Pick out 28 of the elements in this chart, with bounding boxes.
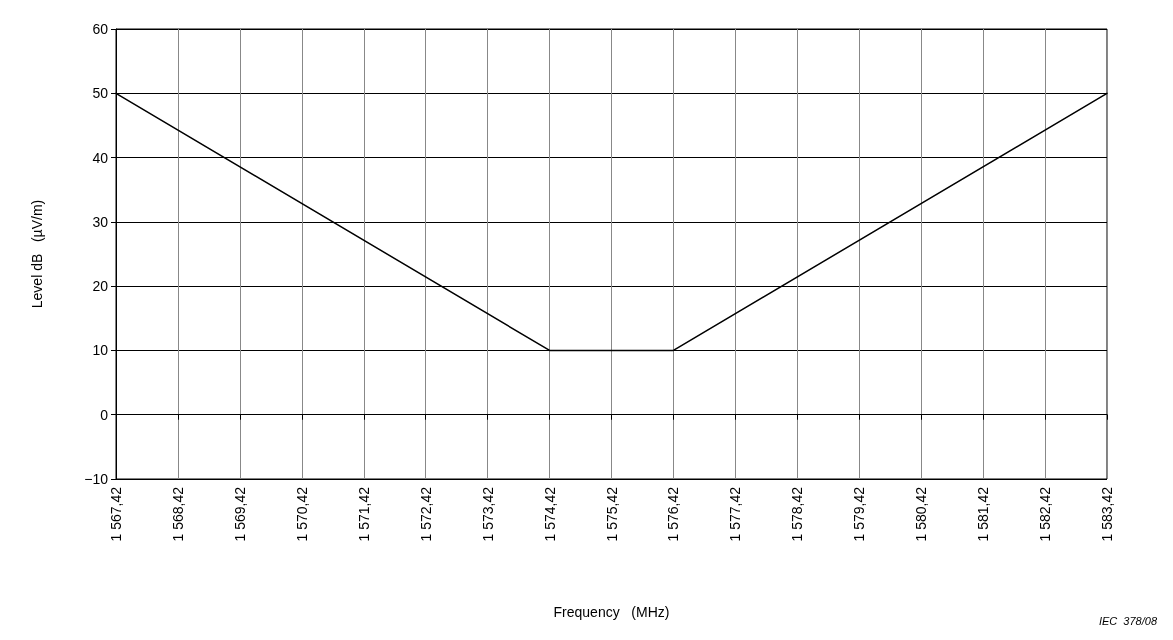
x-tick-label: 1 576,42 (665, 486, 682, 542)
x-tick-label: 1 577,42 (727, 486, 744, 542)
x-tick-label: 1 569,42 (231, 486, 248, 542)
x-tick-label: 1 581,42 (975, 486, 992, 542)
text: IEC 378/08 (1098, 614, 1158, 627)
x-tick-label: 1 573,42 (479, 486, 496, 542)
y-tick-label: 40 (92, 149, 109, 166)
x-tick-label: 1 572,42 (417, 486, 434, 542)
y-tick-label: −10 (84, 471, 109, 487)
x-tick-label: 1 578,42 (789, 486, 806, 542)
x-tick-label: 1 580,42 (913, 486, 930, 542)
y-tick-label: 0 (100, 406, 109, 423)
x-tick-label: 1 582,42 (1037, 486, 1054, 542)
x-tick-label: 1 575,42 (603, 486, 620, 542)
x-tick-label: 1 567,42 (108, 486, 124, 542)
y-tick-label: 50 (92, 85, 109, 102)
y-tick-label: 20 (92, 278, 109, 295)
x-tick-label: 1 579,42 (851, 486, 868, 542)
x-tick-label: 1 568,42 (169, 486, 186, 542)
y-tick-label: 60 (92, 21, 109, 37)
y-axis-title: Level dB (µV/m) (29, 199, 45, 309)
x-tick-label: 1 570,42 (293, 486, 310, 542)
y-tick-label: 30 (92, 213, 109, 230)
x-tick-label: 1 574,42 (541, 486, 558, 542)
x-tick-label: 1 571,42 (355, 486, 372, 542)
x-tick-label: 1 583,42 (1099, 486, 1115, 542)
x-axis-title: Frequency (MHz) (553, 604, 670, 620)
y-tick-label: 10 (92, 342, 109, 359)
